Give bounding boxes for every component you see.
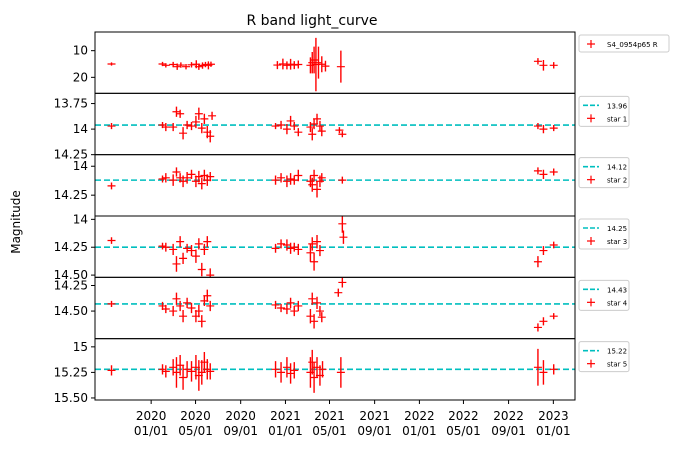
y-tick-label: 20 bbox=[73, 70, 88, 84]
chart-title: R band light_curve bbox=[246, 13, 377, 29]
x-tick-label-date: 09/01 bbox=[357, 424, 392, 438]
x-tick-label-date: 09/01 bbox=[491, 424, 526, 438]
x-axis: 202001/01202005/01202009/01202101/012021… bbox=[134, 400, 571, 438]
x-tick-label-date: 01/01 bbox=[268, 424, 303, 438]
y-axis-label: Magnitude bbox=[9, 190, 23, 254]
x-tick-label-date: 01/01 bbox=[536, 424, 571, 438]
y-tick-label: 14.50 bbox=[54, 268, 88, 282]
y-tick-label: 14.25 bbox=[54, 279, 88, 293]
panel-2: 13.75 14 14.25 bbox=[54, 92, 576, 162]
y-tick-label: 14 bbox=[73, 212, 88, 226]
x-tick-label-date: 05/01 bbox=[446, 424, 481, 438]
panel-1: 10 20 bbox=[73, 31, 576, 94]
y-tick-label: 14.25 bbox=[54, 148, 88, 162]
panel-frame bbox=[94, 92, 576, 156]
x-tick-label-year: 2022 bbox=[404, 409, 435, 423]
y-tick-label: 14 bbox=[73, 122, 88, 136]
legend-mean-label: 14.25 bbox=[607, 225, 627, 233]
y-tick-label: 14.25 bbox=[54, 188, 88, 202]
x-tick-label-year: 2020 bbox=[180, 409, 211, 423]
panel-4: 14 14.25 14.50 bbox=[54, 212, 576, 282]
x-tick-label-year: 2020 bbox=[225, 409, 256, 423]
legend-series-label: star 2 bbox=[607, 177, 627, 185]
x-tick-label-date: 01/01 bbox=[402, 424, 437, 438]
x-tick-label-year: 2021 bbox=[359, 409, 390, 423]
x-tick-label-date: 05/01 bbox=[178, 424, 213, 438]
panel-frame bbox=[94, 31, 576, 94]
panel-frame bbox=[94, 154, 576, 217]
panel-6: 15 15.25 15.50 bbox=[54, 338, 576, 405]
legend-4: 14.25 star 3 bbox=[578, 218, 630, 250]
panel-plot-area bbox=[95, 216, 575, 278]
legend-series-label: star 5 bbox=[607, 361, 627, 369]
legend-3: 14.12 star 2 bbox=[578, 157, 630, 189]
legend-mean-label: 13.96 bbox=[607, 102, 628, 110]
x-tick-label-date: 09/01 bbox=[223, 424, 258, 438]
panel-frame bbox=[94, 276, 576, 340]
legend-2: 13.96 star 1 bbox=[578, 95, 630, 127]
legend-mean-label: 14.43 bbox=[607, 286, 627, 294]
x-tick-label-year: 2022 bbox=[493, 409, 524, 423]
x-tick-label-year: 2022 bbox=[448, 409, 479, 423]
legend-6: 15.22 star 5 bbox=[578, 341, 630, 373]
x-tick-label-year: 2021 bbox=[314, 409, 345, 423]
legend-series-label: star 4 bbox=[607, 299, 628, 307]
panel-plot-area bbox=[95, 167, 575, 198]
legend-series-label: S4_0954p65 R bbox=[607, 41, 658, 49]
legend-box bbox=[578, 34, 670, 53]
panel-plot-area bbox=[95, 277, 575, 332]
y-tick-label: 14 bbox=[73, 159, 88, 173]
x-tick-label-date: 05/01 bbox=[312, 424, 347, 438]
y-tick-label: 14.25 bbox=[54, 240, 88, 254]
y-tick-label: 15.25 bbox=[54, 365, 88, 379]
panel-frame bbox=[94, 338, 576, 401]
x-tick-label-year: 2020 bbox=[136, 409, 167, 423]
x-tick-label-year: 2023 bbox=[538, 409, 569, 423]
panel-plot-area bbox=[95, 348, 575, 393]
y-tick-label: 15.50 bbox=[54, 391, 88, 405]
x-tick-label-year: 2021 bbox=[270, 409, 301, 423]
legend-mean-label: 15.22 bbox=[607, 348, 627, 356]
y-tick-label: 15 bbox=[73, 340, 88, 354]
y-tick-label: 13.75 bbox=[54, 97, 88, 111]
legend-1: S4_0954p65 R bbox=[578, 34, 670, 53]
panel-3: 14 14.25 bbox=[54, 154, 576, 217]
panel-5: 14.25 14.50 bbox=[54, 276, 576, 340]
legend-mean-label: 14.12 bbox=[607, 164, 627, 172]
x-tick-label-date: 01/01 bbox=[134, 424, 169, 438]
legend-series-label: star 1 bbox=[607, 115, 627, 123]
panel-plot-area bbox=[107, 37, 558, 92]
legend-series-label: star 3 bbox=[607, 238, 627, 246]
y-tick-label: 10 bbox=[73, 44, 88, 58]
panel-plot-area bbox=[95, 106, 575, 143]
legend-5: 14.43 star 4 bbox=[578, 279, 630, 311]
y-tick-label: 14.50 bbox=[54, 304, 88, 318]
